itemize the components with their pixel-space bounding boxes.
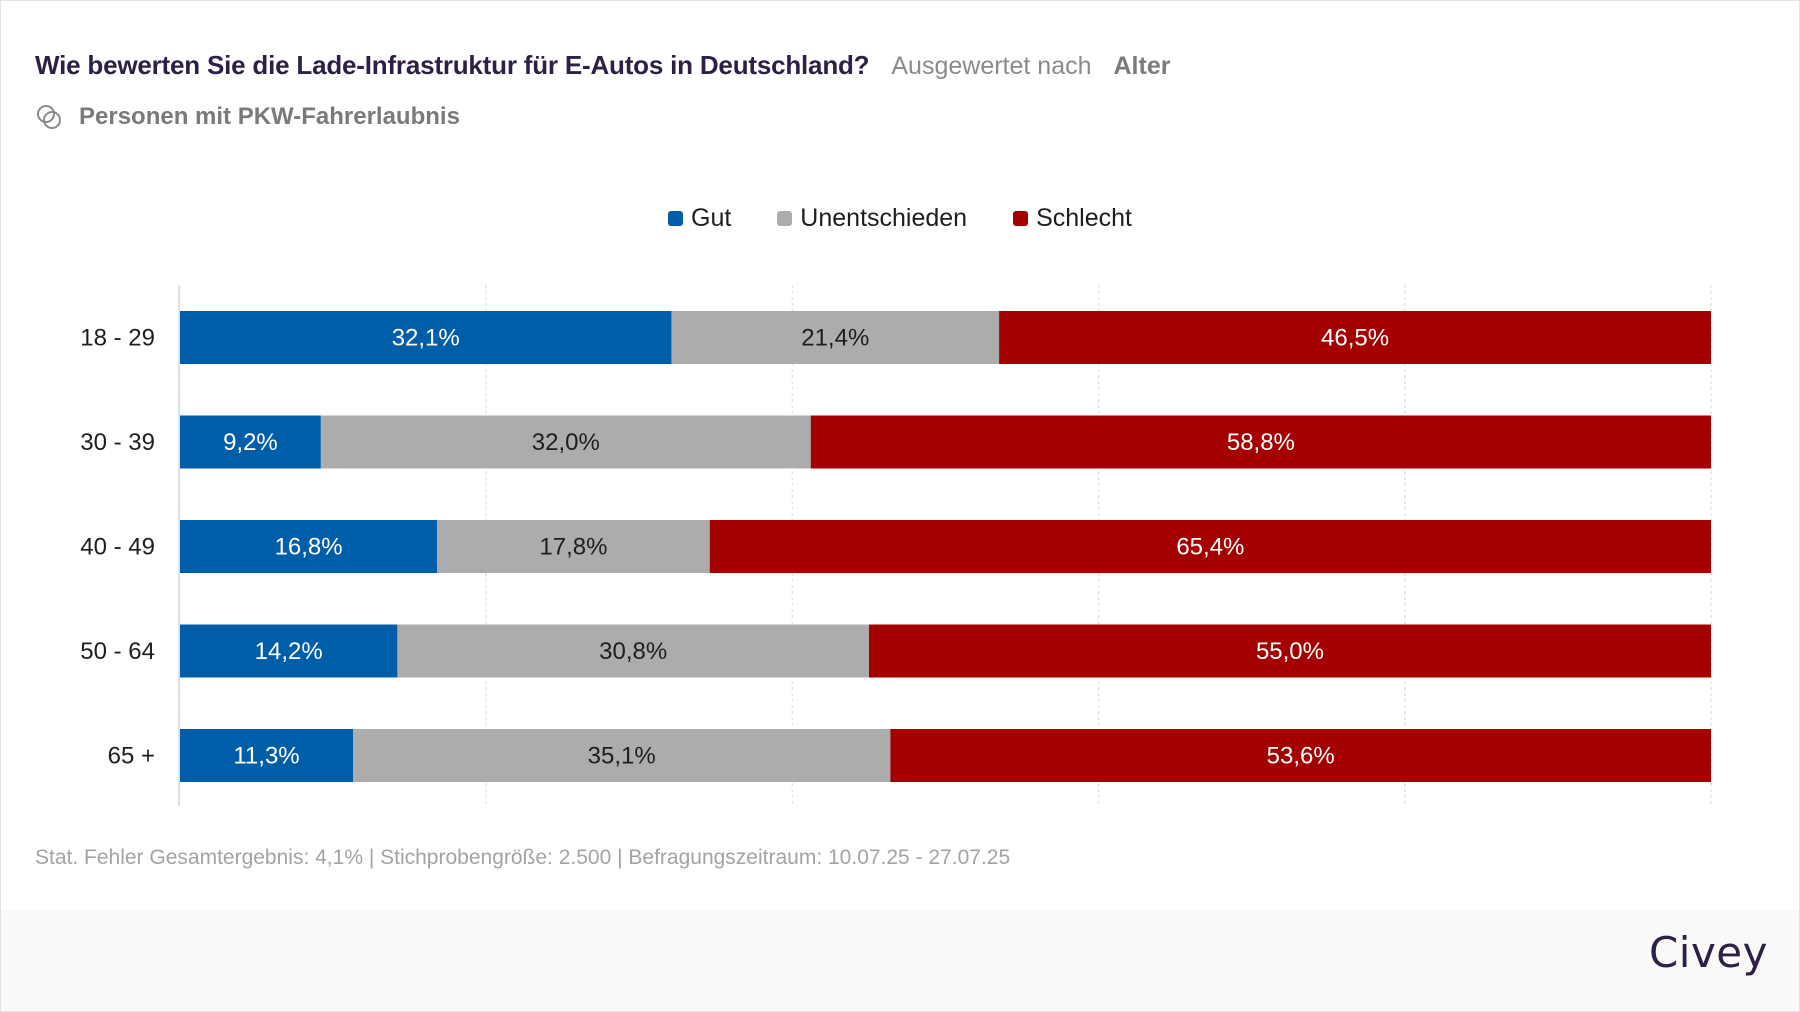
chart-title: Wie bewerten Sie die Lade-Infrastruktur … bbox=[35, 50, 870, 80]
bar-segment-schlecht bbox=[868, 624, 1711, 678]
category-label: 18 - 29 bbox=[80, 325, 155, 352]
data-label: 11,3% bbox=[233, 743, 299, 770]
category-label: 30 - 39 bbox=[80, 429, 155, 456]
audience-filter: Personen mit PKW-Fahrerlaubnis bbox=[35, 102, 460, 132]
audience-label: Personen mit PKW-Fahrerlaubnis bbox=[79, 103, 460, 130]
data-label: 32,0% bbox=[532, 429, 600, 456]
bar-segment-unentschieden bbox=[437, 520, 710, 573]
bar-segment-gut bbox=[180, 311, 672, 364]
data-label: 46,5% bbox=[1321, 325, 1389, 352]
evaluated-by-value[interactable]: Alter bbox=[1113, 52, 1171, 80]
bar-segment-unentschieden bbox=[671, 311, 1000, 364]
data-label: 21,4% bbox=[801, 325, 869, 352]
data-label: 53,6% bbox=[1267, 743, 1335, 770]
legend-label-schlecht: Schlecht bbox=[1036, 203, 1132, 232]
bar-segment-gut bbox=[180, 624, 398, 678]
bar-segment-gut bbox=[180, 729, 354, 782]
legend-item-schlecht[interactable]: Schlecht bbox=[1013, 204, 1132, 233]
data-label: 14,2% bbox=[255, 638, 323, 665]
legend: Gut Unentschieden Schlecht bbox=[0, 202, 1800, 234]
header: Wie bewerten Sie die Lade-Infrastruktur … bbox=[35, 50, 1170, 84]
legend-item-unentschieden[interactable]: Unentschieden bbox=[777, 204, 967, 233]
bar-segment-schlecht bbox=[709, 520, 1711, 573]
data-label: 58,8% bbox=[1227, 429, 1295, 456]
data-label: 16,8% bbox=[275, 534, 343, 561]
data-label: 17,8% bbox=[539, 534, 607, 561]
legend-item-gut[interactable]: Gut bbox=[668, 204, 731, 233]
data-label: 32,1% bbox=[392, 325, 460, 352]
civey-logo[interactable]: Civey bbox=[1648, 928, 1768, 977]
data-label: 30,8% bbox=[599, 638, 667, 665]
data-label: 65,4% bbox=[1176, 534, 1244, 561]
category-label: 50 - 64 bbox=[80, 638, 155, 665]
overlapping-circles-icon bbox=[37, 105, 61, 129]
category-label: 65 + bbox=[108, 743, 155, 770]
data-label: 35,1% bbox=[588, 743, 656, 770]
bar-segment-unentschieden bbox=[397, 624, 869, 678]
data-label: 55,0% bbox=[1256, 638, 1324, 665]
bar-segment-gut bbox=[180, 415, 321, 469]
bar-segment-schlecht bbox=[890, 729, 1711, 782]
data-label: 9,2% bbox=[223, 429, 278, 456]
legend-label-gut: Gut bbox=[691, 203, 732, 232]
bar-segment-unentschieden bbox=[353, 729, 891, 782]
legend-label-unentschieden: Unentschieden bbox=[800, 203, 968, 232]
bar-segment-schlecht bbox=[810, 415, 1711, 469]
category-label: 40 - 49 bbox=[80, 534, 155, 561]
legend-swatch-schlecht bbox=[1013, 210, 1029, 226]
legend-swatch-unentschieden bbox=[777, 210, 793, 226]
bar-segment-schlecht bbox=[999, 311, 1711, 364]
bar-segment-gut bbox=[180, 520, 438, 573]
evaluated-by-label: Ausgewertet nach bbox=[891, 52, 1092, 80]
bar-segment-unentschieden bbox=[320, 415, 811, 469]
methodology-note: Stat. Fehler Gesamtergebnis: 4,1% | Stic… bbox=[35, 846, 1011, 869]
legend-swatch-gut bbox=[668, 210, 683, 226]
footer-band bbox=[1, 910, 1799, 1011]
